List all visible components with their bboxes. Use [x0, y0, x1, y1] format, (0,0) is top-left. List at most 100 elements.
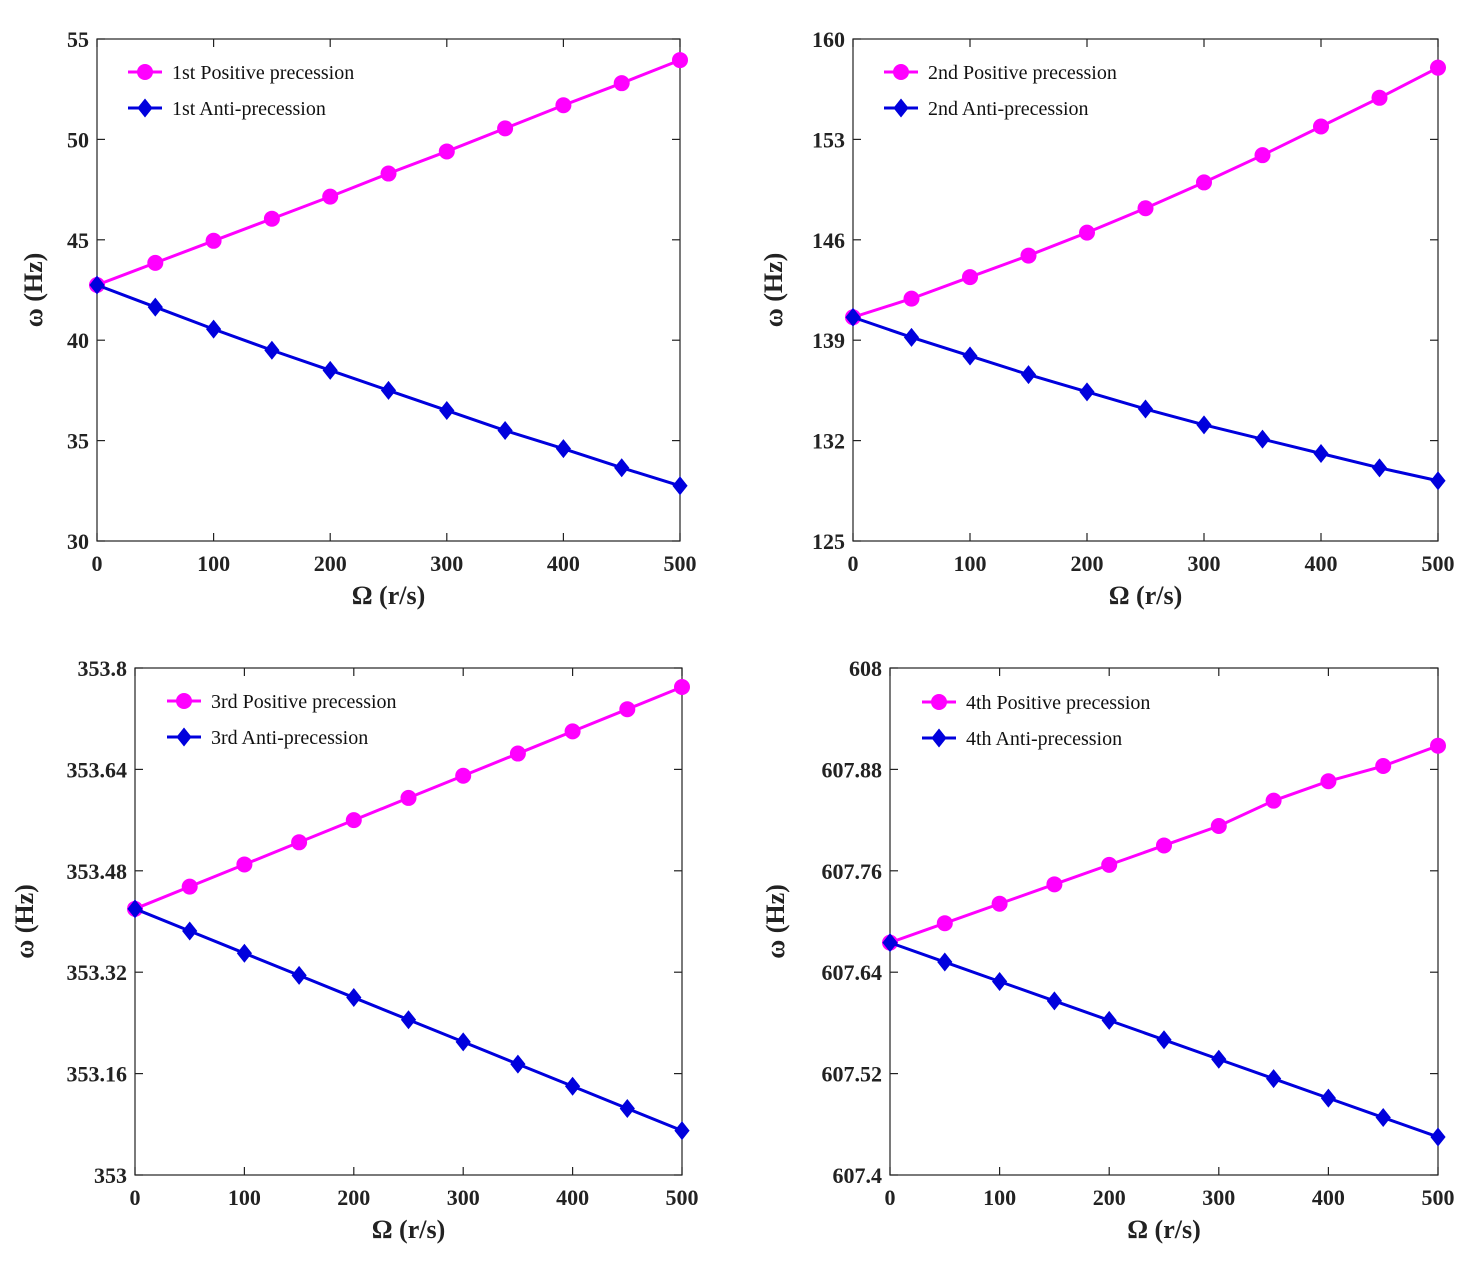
data-point-circle [147, 254, 164, 271]
legend-marker-circle [893, 64, 909, 80]
y-tick-label: 353.48 [67, 859, 128, 884]
y-tick-label: 353.64 [67, 757, 128, 782]
legend-marker-diamond [893, 98, 909, 118]
x-tick-label: 300 [430, 551, 463, 576]
y-tick-label: 607.52 [822, 1062, 883, 1087]
y-tick-label: 353.32 [67, 960, 128, 985]
data-point-diamond [992, 971, 1008, 991]
data-point-diamond [510, 1054, 526, 1074]
data-point-circle [1265, 792, 1282, 809]
data-point-circle [619, 701, 636, 718]
x-tick-label: 200 [337, 1185, 370, 1210]
x-tick-label: 300 [1188, 551, 1221, 576]
data-point-diamond [614, 458, 630, 478]
data-point-circle [672, 52, 688, 69]
data-point-circle [1371, 89, 1388, 106]
data-point-circle [205, 232, 222, 249]
y-tick-label: 607.4 [833, 1163, 883, 1188]
data-point-circle [400, 789, 417, 806]
data-point-circle [380, 165, 397, 182]
series-line-2 [852, 315, 1439, 483]
y-tick-label: 146 [812, 228, 845, 253]
data-point-circle [1254, 147, 1271, 164]
x-tick-label: 400 [1305, 551, 1338, 576]
data-point-diamond [182, 921, 198, 941]
data-point-diamond [1156, 1030, 1172, 1050]
data-point-diamond [555, 439, 571, 459]
y-tick-label: 132 [812, 429, 845, 454]
y-tick-label: 607.76 [822, 859, 883, 884]
chart-panel-2: 0 100 200 300 400 500 125 132 139 146 153 160 Ω (r/s… [759, 27, 1455, 610]
data-point-diamond [1375, 1108, 1391, 1128]
data-point-circle [181, 878, 198, 895]
data-point-diamond [937, 952, 953, 972]
data-point-circle [1375, 758, 1392, 775]
data-point-diamond [1196, 415, 1212, 435]
x-tick-label: 400 [556, 1185, 589, 1210]
legend-entry-label: 3rd Anti-precession [211, 727, 368, 749]
plot-frame [134, 667, 683, 1176]
data-point-circle [1020, 247, 1037, 264]
x-tick-label: 500 [666, 1185, 699, 1210]
data-point-diamond [380, 380, 397, 400]
data-point-diamond [1211, 1049, 1227, 1069]
data-point-circle [1137, 200, 1154, 217]
data-point-circle [962, 269, 978, 286]
x-tick-label: 100 [197, 551, 230, 576]
data-point-diamond [127, 899, 143, 919]
plot-frame [852, 38, 1439, 542]
x-tick-label: 100 [954, 551, 987, 576]
y-axis-label: ω (Hz) [759, 253, 788, 328]
data-point-diamond [1430, 471, 1446, 491]
legend-entry-label: 2nd Anti-precession [928, 98, 1089, 120]
legend-marker-diamond [137, 98, 153, 118]
data-point-circle [1046, 876, 1063, 893]
y-axis-label: ω (Hz) [10, 884, 39, 959]
data-point-diamond [1020, 365, 1037, 385]
x-axis-label: Ω (r/s) [1127, 1215, 1201, 1244]
x-tick-label: 0 [848, 551, 859, 576]
x-axis-label: Ω (r/s) [352, 581, 426, 610]
y-tick-label: 160 [812, 27, 845, 52]
data-point-circle [936, 915, 953, 932]
x-tick-label: 200 [314, 551, 347, 576]
data-point-diamond [882, 933, 898, 953]
y-tick-label: 50 [67, 127, 89, 152]
legend-marker-circle [137, 64, 153, 80]
x-tick-label: 300 [447, 1185, 480, 1210]
legend-entry-label: 3rd Positive precession [211, 691, 397, 713]
y-tick-label: 607.88 [822, 757, 883, 782]
x-tick-label: 400 [547, 551, 580, 576]
data-point-circle [555, 97, 572, 114]
legend-marker-circle [931, 694, 947, 710]
data-point-diamond [236, 943, 252, 963]
y-tick-label: 353.16 [67, 1062, 128, 1087]
x-tick-label: 200 [1071, 551, 1104, 576]
data-point-diamond [845, 307, 861, 327]
data-point-circle [509, 745, 526, 762]
data-point-diamond [674, 1121, 690, 1141]
x-tick-label: 200 [1093, 1185, 1126, 1210]
data-point-diamond [672, 476, 688, 496]
data-point-circle [345, 812, 362, 829]
data-point-diamond [439, 400, 455, 420]
legend-entry-label: 4th Positive precession [966, 692, 1150, 714]
data-point-diamond [1266, 1069, 1282, 1089]
data-point-circle [1101, 856, 1118, 873]
data-point-circle [263, 210, 280, 227]
data-point-circle [903, 290, 920, 307]
data-point-diamond [455, 1032, 471, 1052]
data-point-diamond [1313, 444, 1329, 464]
x-tick-label: 400 [1312, 1185, 1345, 1210]
data-point-diamond [903, 327, 920, 347]
y-tick-label: 40 [67, 328, 89, 353]
data-point-circle [1079, 224, 1095, 241]
y-tick-label: 153 [812, 127, 845, 152]
data-point-diamond [1320, 1088, 1336, 1108]
y-tick-label: 353 [94, 1163, 127, 1188]
x-tick-label: 500 [664, 551, 697, 576]
data-point-diamond [1046, 991, 1062, 1011]
data-point-diamond [1254, 429, 1271, 449]
legend-entry-label: 1st Anti-precession [172, 98, 326, 120]
